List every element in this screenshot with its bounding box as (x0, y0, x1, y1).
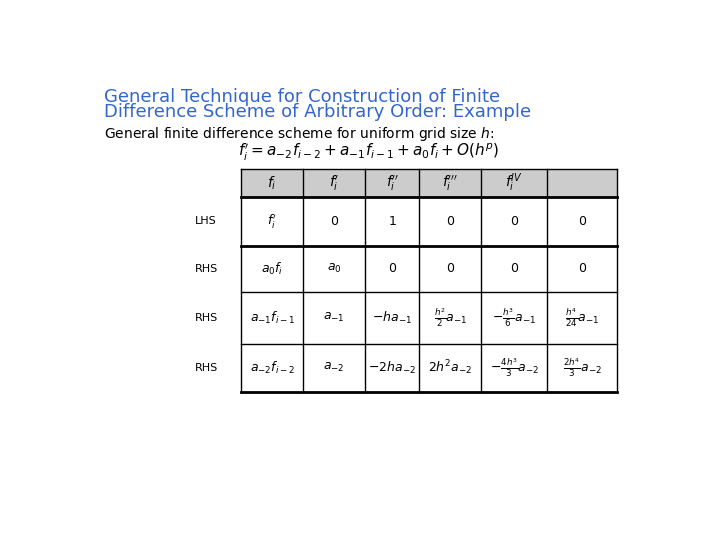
Text: General finite difference scheme for uniform grid size $h$:: General finite difference scheme for uni… (104, 125, 495, 143)
Text: $a_{-1}$: $a_{-1}$ (323, 311, 345, 325)
Text: $0$: $0$ (330, 215, 338, 228)
Text: $-2ha_{-2}$: $-2ha_{-2}$ (368, 360, 416, 376)
Text: $\frac{h^2}{2}a_{-1}$: $\frac{h^2}{2}a_{-1}$ (433, 307, 467, 329)
Text: $0$: $0$ (510, 215, 519, 228)
Text: $2h^2a_{-2}$: $2h^2a_{-2}$ (428, 359, 472, 377)
Text: $-\frac{4h^3}{3}a_{-2}$: $-\frac{4h^3}{3}a_{-2}$ (490, 357, 539, 379)
Text: $a_{-2}$: $a_{-2}$ (323, 361, 345, 374)
Text: $\frac{2h^4}{3}a_{-2}$: $\frac{2h^4}{3}a_{-2}$ (562, 357, 602, 379)
Text: Difference Scheme of Arbitrary Order: Example: Difference Scheme of Arbitrary Order: Ex… (104, 103, 531, 122)
Text: $a_{-2}f_{i-2}$: $a_{-2}f_{i-2}$ (250, 360, 294, 376)
Text: $0$: $0$ (446, 262, 455, 275)
Bar (241, 168, 617, 197)
Text: $f_i^{\prime\prime\prime}$: $f_i^{\prime\prime\prime}$ (443, 173, 459, 193)
Text: $f_i^{\prime}$: $f_i^{\prime}$ (267, 212, 277, 231)
Text: RHS: RHS (194, 363, 218, 373)
Text: $0$: $0$ (387, 262, 397, 275)
Text: $f_i^{\prime\prime}$: $f_i^{\prime\prime}$ (386, 173, 399, 193)
Text: $0$: $0$ (577, 262, 587, 275)
Text: $a_0$: $a_0$ (327, 262, 341, 275)
Text: $\frac{h^4}{24}a_{-1}$: $\frac{h^4}{24}a_{-1}$ (565, 307, 599, 329)
Text: $f_i^{\prime} = a_{-2}f_{i-2} + a_{-1}f_{i-1} + a_0f_i + O(h^p)$: $f_i^{\prime} = a_{-2}f_{i-2} + a_{-1}f_… (238, 142, 500, 163)
Text: General Technique for Construction of Finite: General Technique for Construction of Fi… (104, 88, 500, 106)
Text: $1$: $1$ (388, 215, 397, 228)
Text: $f_i$: $f_i$ (267, 174, 277, 192)
Text: $0$: $0$ (446, 215, 455, 228)
Text: RHS: RHS (194, 264, 218, 274)
Text: $-\frac{h^3}{6}a_{-1}$: $-\frac{h^3}{6}a_{-1}$ (492, 307, 536, 329)
Text: $f_i^{IV}$: $f_i^{IV}$ (505, 172, 523, 194)
Text: LHS: LHS (194, 217, 217, 226)
Text: $-ha_{-1}$: $-ha_{-1}$ (372, 310, 413, 326)
Text: $0$: $0$ (577, 215, 587, 228)
Text: RHS: RHS (194, 313, 218, 323)
Text: $0$: $0$ (510, 262, 519, 275)
Text: $a_{-1}f_{i-1}$: $a_{-1}f_{i-1}$ (250, 310, 294, 326)
Text: $f_i^{\prime}$: $f_i^{\prime}$ (329, 173, 339, 193)
Text: $a_0 f_i$: $a_0 f_i$ (261, 261, 283, 277)
